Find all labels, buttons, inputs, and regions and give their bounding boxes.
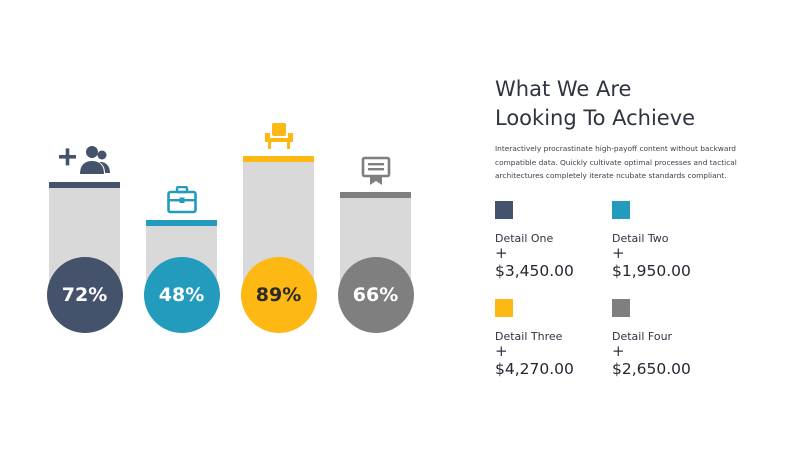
detail-label: Detail Three [495,330,563,343]
detail-label: Detail Two [612,232,669,245]
detail-label: Detail One [495,232,554,245]
bar-cap [243,156,314,162]
description-text: Interactively procrastinate high-payoff … [495,144,737,180]
percentage-bar-chart: 72% 48% 89% 66% [46,114,414,333]
color-swatch [495,299,513,317]
briefcase-icon [154,178,210,214]
bar-cap [146,220,217,226]
detail-item: Detail Four + $2,650.00 [612,299,732,378]
value-bubble: 89% [240,257,317,333]
plus-sign: + [612,342,625,360]
add-people-icon [57,140,113,176]
detail-value: $1,950.00 [612,262,691,280]
detail-item: Detail One + $3,450.00 [495,201,615,280]
title-line: What We Are [495,77,632,101]
page-title: What We Are Looking To Achieve [495,75,785,133]
color-swatch [495,201,513,219]
detail-label: Detail Four [612,330,673,343]
detail-value: $4,270.00 [495,360,574,378]
detail-value: $2,650.00 [612,360,691,378]
detail-value: $3,450.00 [495,262,574,280]
bar-cap [340,192,411,198]
value-bubble: 66% [337,257,414,333]
value-bubble: 48% [143,257,220,333]
bar-cap [49,182,120,188]
certificate-icon [348,150,404,186]
color-swatch [612,299,630,317]
plus-sign: + [495,342,508,360]
color-swatch [612,201,630,219]
chair-icon [251,114,307,150]
plus-sign: + [612,244,625,262]
plus-sign: + [495,244,508,262]
value-bubble: 72% [46,257,123,333]
detail-item: Detail Two + $1,950.00 [612,201,732,280]
title-line: Looking To Achieve [495,106,696,130]
detail-item: Detail Three + $4,270.00 [495,299,615,378]
